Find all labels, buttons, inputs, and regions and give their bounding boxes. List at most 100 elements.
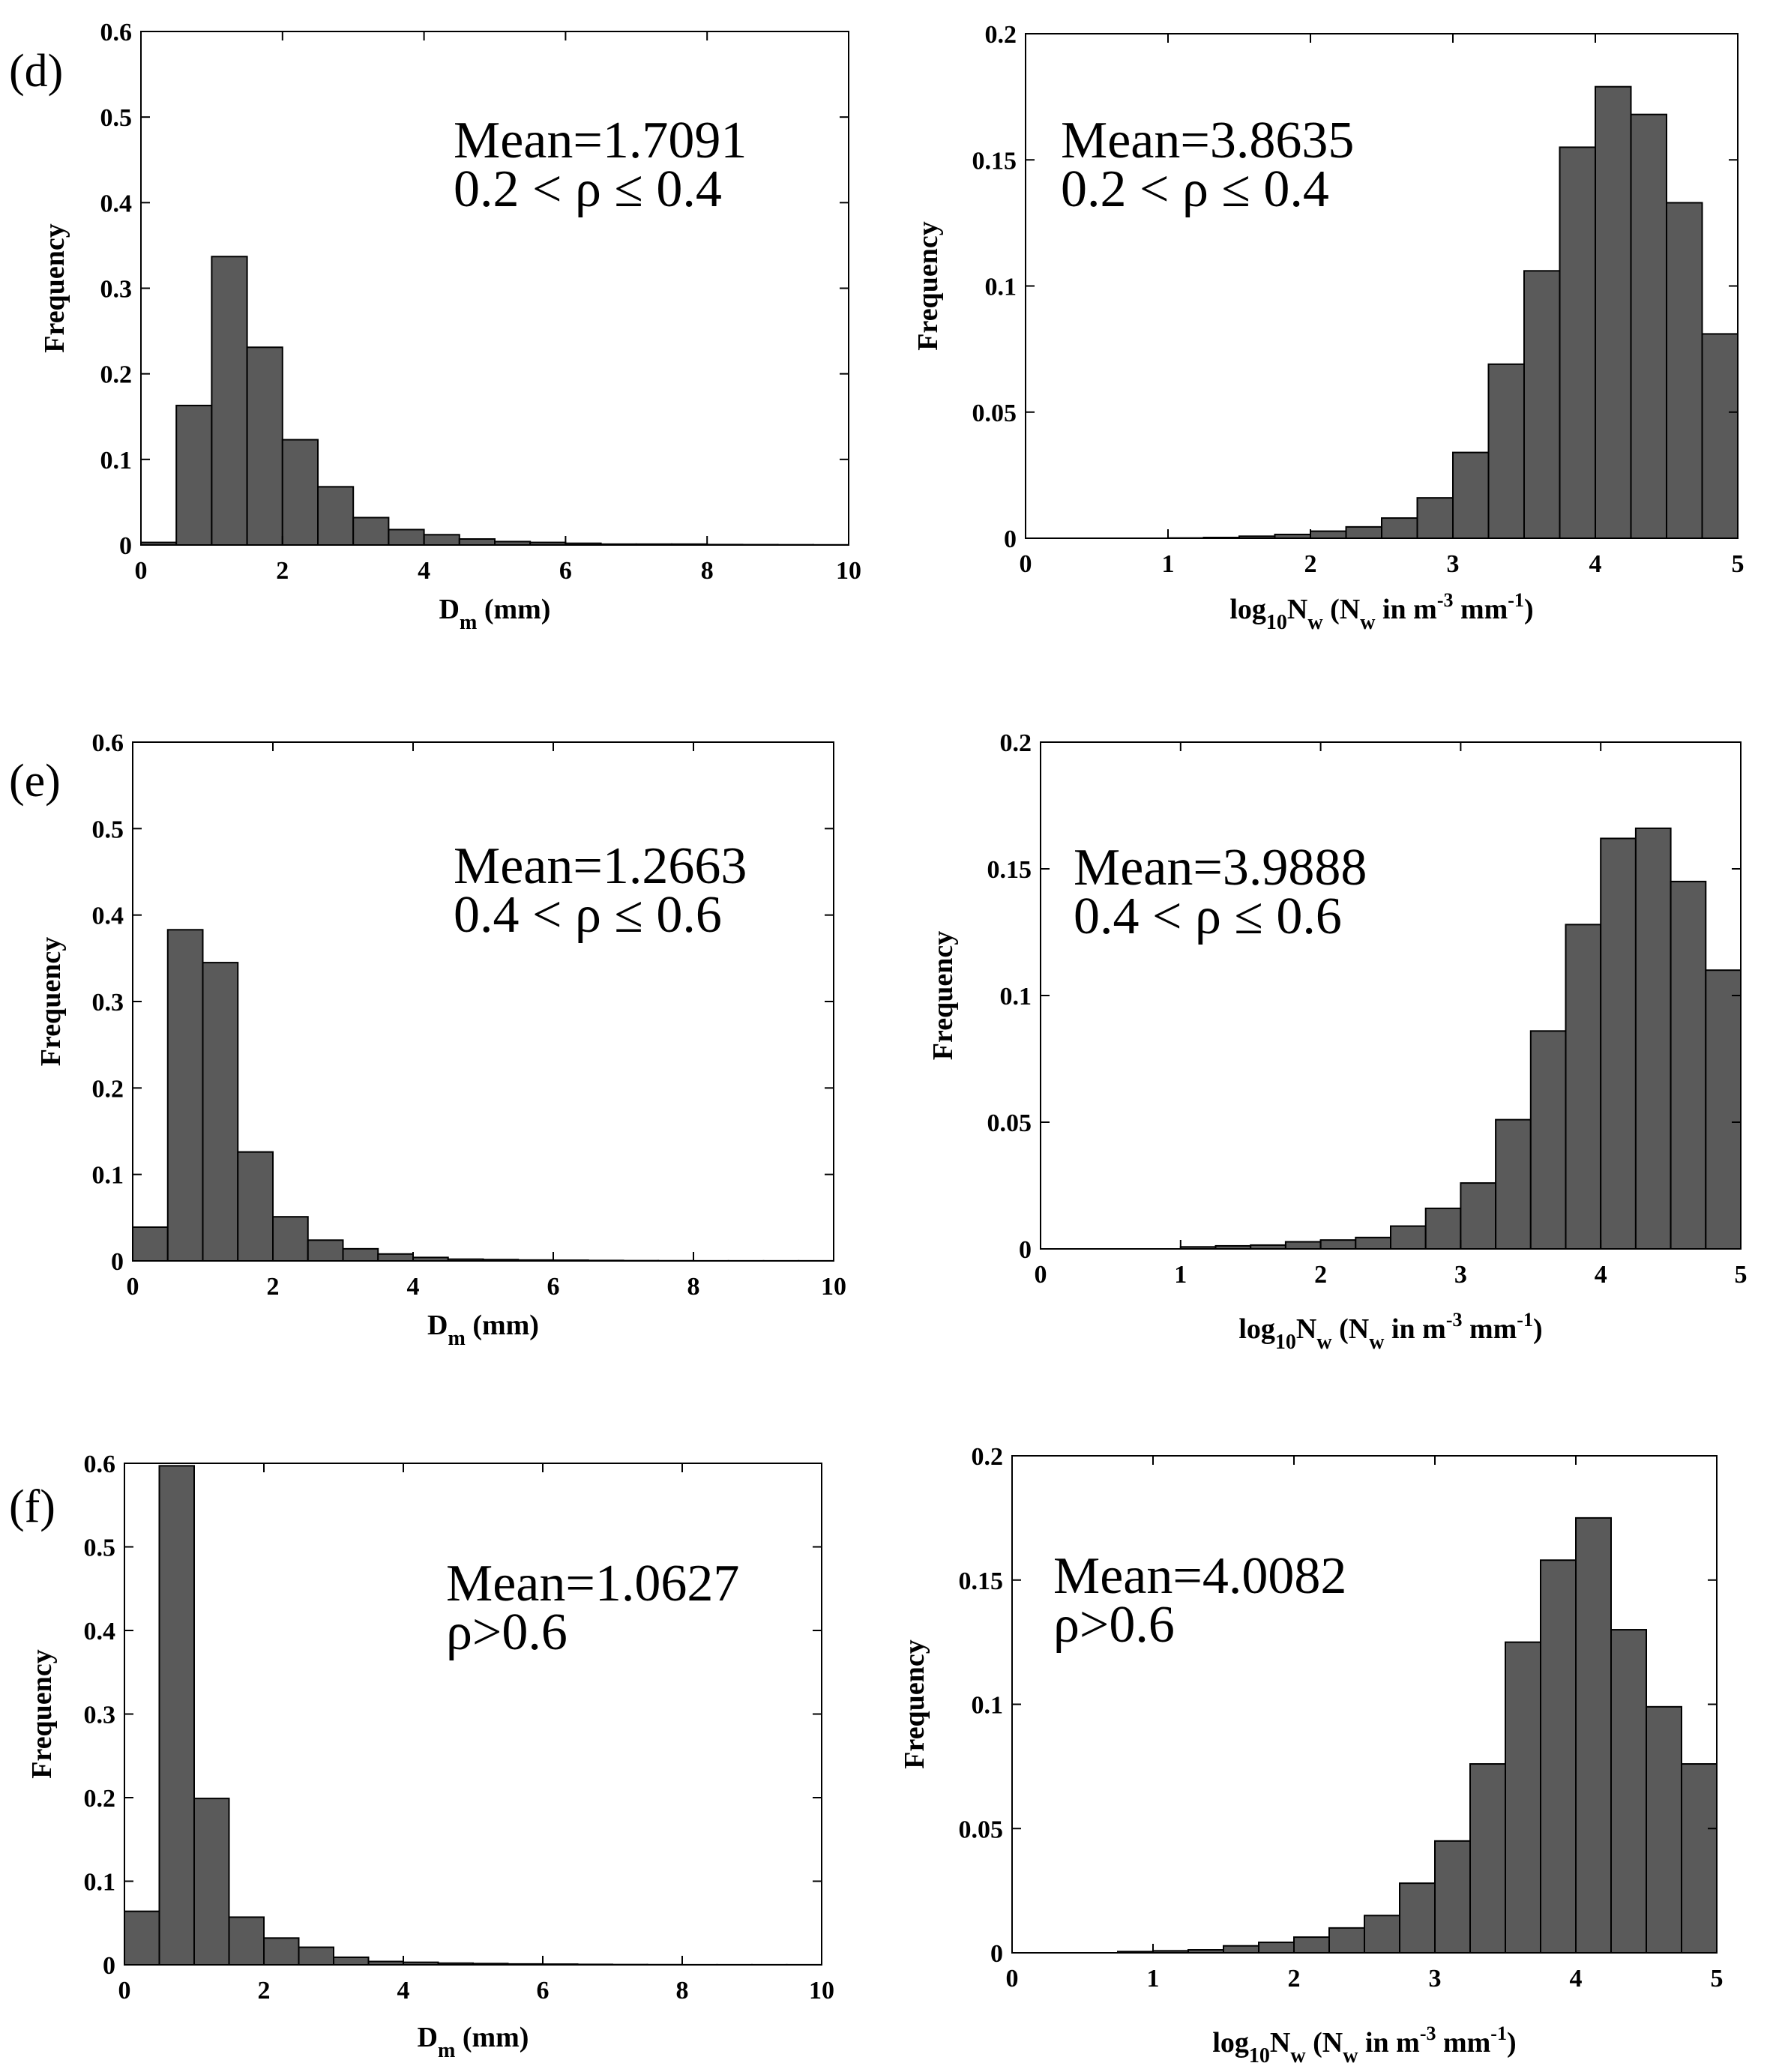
x-tick-label: 1	[1147, 1965, 1160, 1993]
bar	[158, 1465, 195, 1966]
bar	[211, 256, 248, 546]
bar	[1646, 1705, 1682, 1954]
bar	[1523, 270, 1561, 539]
bar	[1399, 1882, 1436, 1954]
annotation-mean: Mean=1.7091	[454, 112, 747, 169]
x-tick-label: 0	[118, 1977, 131, 2005]
x-tick-label: 2	[1288, 1965, 1301, 1993]
bar	[423, 534, 460, 546]
bar	[307, 1239, 344, 1262]
y-tick-label: 0.5	[92, 816, 124, 843]
bar	[458, 538, 496, 546]
bar	[1381, 517, 1418, 540]
bar	[1595, 85, 1632, 540]
x-tick-label: 2	[276, 557, 289, 585]
y-tick-label: 0	[103, 1952, 115, 1980]
x-axis-label: Dm (mm)	[418, 2022, 529, 2062]
y-tick-label: 0.1	[92, 1162, 124, 1190]
y-tick-label: 0.3	[84, 1702, 116, 1729]
y-tick-label: 0	[1004, 525, 1017, 553]
x-tick-label: 0	[1035, 1261, 1047, 1289]
y-tick-label: 0.6	[84, 1451, 116, 1478]
x-tick-label: 5	[1711, 1965, 1724, 1993]
y-tick-label: 0.15	[959, 1567, 1004, 1595]
x-tick-label: 6	[559, 557, 572, 585]
annotation-mean: Mean=4.0082	[1053, 1547, 1346, 1605]
bar	[1310, 530, 1347, 540]
y-tick-label: 0.2	[84, 1785, 116, 1813]
bar	[1487, 363, 1525, 539]
x-tick-label: 3	[1447, 550, 1460, 578]
bar	[175, 404, 213, 546]
annotation-range: ρ>0.6	[446, 1603, 568, 1661]
x-tick-label: 4	[407, 1273, 420, 1301]
annotation-mean: Mean=3.9888	[1074, 839, 1367, 897]
x-tick-label: 8	[676, 1977, 689, 2005]
x-tick-label: 4	[1570, 1965, 1583, 1993]
y-tick-label: 0.2	[92, 1075, 124, 1103]
x-tick-label: 10	[821, 1273, 846, 1301]
annotation-range: 0.2 < ρ ≤ 0.4	[454, 160, 722, 218]
bar	[1364, 1915, 1400, 1954]
bar	[1258, 1942, 1295, 1954]
bar	[333, 1956, 370, 1966]
y-axis-label: Frequency	[26, 1649, 58, 1778]
x-tick-label: 5	[1735, 1261, 1748, 1289]
bar	[193, 1798, 230, 1966]
x-tick-label: 3	[1454, 1261, 1467, 1289]
y-tick-label: 0.6	[100, 19, 133, 46]
bar	[272, 1216, 309, 1262]
y-tick-label: 0.2	[985, 21, 1017, 49]
x-tick-label: 1	[1162, 550, 1175, 578]
x-tick-label: 1	[1174, 1261, 1187, 1289]
bar	[237, 1151, 274, 1262]
x-tick-label: 4	[1595, 1261, 1607, 1289]
y-tick-label: 0.4	[100, 190, 133, 217]
y-tick-label: 0.15	[987, 856, 1032, 884]
bar	[263, 1937, 300, 1966]
x-tick-label: 2	[1304, 550, 1317, 578]
y-tick-label: 0.2	[100, 361, 133, 389]
y-axis-label: Frequency	[899, 1639, 930, 1768]
y-tick-label: 0.3	[92, 989, 124, 1017]
bar	[1529, 1030, 1567, 1250]
x-axis-label: Dm (mm)	[427, 1310, 539, 1350]
y-tick-label: 0	[111, 1248, 124, 1276]
annotation-mean: Mean=1.0627	[446, 1555, 739, 1612]
y-tick-label: 0.2	[1000, 729, 1032, 757]
annotation-range: 0.2 < ρ ≤ 0.4	[1061, 160, 1329, 218]
bar	[1701, 333, 1739, 539]
bar	[1634, 827, 1672, 1250]
bar	[1681, 1763, 1718, 1954]
x-tick-label: 8	[687, 1273, 700, 1301]
y-tick-label: 0.1	[985, 274, 1017, 301]
x-tick-label: 4	[1589, 550, 1602, 578]
bar	[317, 486, 355, 546]
bar	[1559, 146, 1596, 540]
y-tick-label: 0.05	[987, 1109, 1032, 1137]
bar	[388, 528, 425, 546]
y-tick-label: 0.15	[972, 147, 1017, 175]
x-axis-label: log10Nw (Nw in m-3 mm-1)	[1212, 2023, 1516, 2068]
bar	[1355, 1236, 1392, 1250]
x-tick-label: 0	[135, 557, 148, 585]
bar	[342, 1247, 379, 1262]
bar	[1390, 1225, 1427, 1250]
x-tick-label: 0	[1006, 1965, 1019, 1993]
bar	[1600, 837, 1637, 1250]
x-tick-label: 8	[701, 557, 714, 585]
x-tick-label: 2	[267, 1273, 280, 1301]
chart-d-left: 0 0.1 0.2 0.3 0.4 0.5 0.6 0 2 4 6 8 10 Frequency Dm (m…	[9, 19, 861, 634]
bar	[1575, 1517, 1612, 1954]
y-tick-label: 0.4	[84, 1618, 116, 1645]
y-axis-label: Frequency	[912, 221, 944, 350]
bar	[1610, 1629, 1647, 1954]
y-tick-label: 0.6	[92, 729, 124, 757]
x-tick-label: 6	[537, 1977, 550, 2005]
bar	[1293, 1936, 1330, 1954]
bar	[1540, 1559, 1577, 1954]
chart-e-left: 0 0.1 0.2 0.3 0.4 0.5 0.6 0 2 4 6 8 10 Frequency Dm (m…	[9, 729, 846, 1350]
bar	[1505, 1641, 1541, 1954]
y-tick-label: 0.05	[959, 1816, 1004, 1843]
